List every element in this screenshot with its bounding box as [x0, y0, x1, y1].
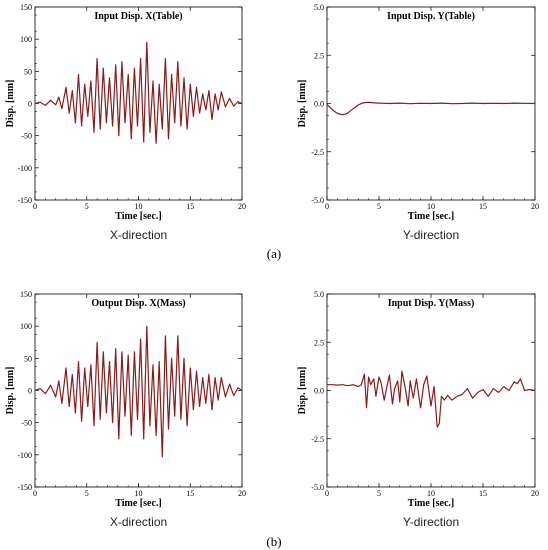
- y-tick-label: 5.0: [314, 3, 324, 12]
- y-axis-label: Disp. [mm]: [297, 367, 308, 415]
- x-axis-label: Time [sec.]: [115, 211, 161, 222]
- chart-input-disp-y-mass: 5.0 2.5 0.0 -2.5 -5.00 5 10 15 20 Input Disp. Y(M…: [297, 290, 539, 529]
- y-tick-label: 100: [20, 35, 32, 44]
- y-tick-label: -5.0: [311, 483, 324, 492]
- y-tick-label: 0.0: [314, 387, 324, 396]
- x-tick-label: 5: [85, 489, 89, 498]
- y-tick-label: -50: [21, 132, 32, 141]
- direction-caption: Y-direction: [403, 515, 459, 529]
- plot-title: Input Disp. Y(Mass): [388, 298, 475, 309]
- x-tick-label: 20: [531, 489, 539, 498]
- y-tick-label: 0: [28, 100, 32, 109]
- plot-title: Output Disp. X(Mass): [91, 298, 185, 309]
- series-line: [34, 41, 243, 144]
- x-tick-label: 15: [479, 202, 487, 211]
- x-tick-label: 20: [238, 202, 246, 211]
- y-tick-label: 50: [24, 354, 32, 363]
- x-tick-label: 5: [377, 489, 381, 498]
- panel-label-b: (b): [266, 534, 281, 549]
- y-tick-label: 150: [20, 3, 32, 12]
- x-axis-label: Time [sec.]: [408, 211, 454, 222]
- y-tick-label: -150: [17, 483, 32, 492]
- y-axis-label: Disp. [mm]: [5, 80, 16, 128]
- x-tick-label: 20: [238, 489, 246, 498]
- series-line: [327, 370, 536, 428]
- x-tick-label: 15: [186, 202, 194, 211]
- x-tick-label: 10: [135, 202, 143, 211]
- x-tick-label: 10: [427, 202, 435, 211]
- x-tick-label: 15: [186, 489, 194, 498]
- y-tick-label: 150: [20, 290, 32, 299]
- y-tick-label: -100: [17, 451, 32, 460]
- y-tick-label: -150: [17, 196, 32, 205]
- x-tick-label: 5: [85, 202, 89, 211]
- x-axis-label: Time [sec.]: [408, 498, 454, 509]
- x-tick-label: 0: [33, 489, 37, 498]
- x-tick-label: 0: [325, 202, 329, 211]
- x-axis-label: Time [sec.]: [115, 498, 161, 509]
- direction-caption: Y-direction: [403, 228, 459, 242]
- y-tick-label: 0.0: [314, 100, 324, 109]
- y-tick-label: 0: [28, 387, 32, 396]
- x-tick-label: 15: [479, 489, 487, 498]
- y-tick-label: -2.5: [311, 148, 324, 157]
- x-tick-label: 10: [135, 489, 143, 498]
- y-tick-label: 2.5: [314, 338, 324, 347]
- plot-frame: [326, 293, 536, 488]
- x-tick-label: 10: [427, 489, 435, 498]
- plot-title: Input Disp. X(Table): [94, 11, 182, 22]
- y-axis-label: Disp. [mm]: [297, 80, 308, 128]
- panel-label-a: (a): [267, 246, 281, 261]
- y-tick-label: -5.0: [311, 196, 324, 205]
- y-tick-label: -2.5: [311, 435, 324, 444]
- series-line: [326, 101, 536, 116]
- y-tick-label: 50: [24, 67, 32, 76]
- y-tick-label: 2.5: [314, 51, 324, 60]
- x-tick-label: 0: [325, 489, 329, 498]
- chart-input-disp-y-table: 5.0 2.5 0.0 -2.5 -5.00 5 10 15 20 Input Disp. Y(T…: [297, 3, 539, 242]
- x-tick-label: 0: [33, 202, 37, 211]
- direction-caption: X-direction: [110, 515, 167, 529]
- x-tick-label: 20: [531, 202, 539, 211]
- y-axis-label: Disp. [mm]: [5, 367, 16, 415]
- x-tick-label: 5: [377, 202, 381, 211]
- y-tick-label: 100: [20, 322, 32, 331]
- y-tick-label: -50: [21, 419, 32, 428]
- plot-title: Input Disp. Y(Table): [387, 11, 475, 22]
- direction-caption: X-direction: [110, 228, 167, 242]
- y-tick-label: 5.0: [314, 290, 324, 299]
- y-tick-label: -100: [17, 164, 32, 173]
- series-line: [34, 325, 243, 458]
